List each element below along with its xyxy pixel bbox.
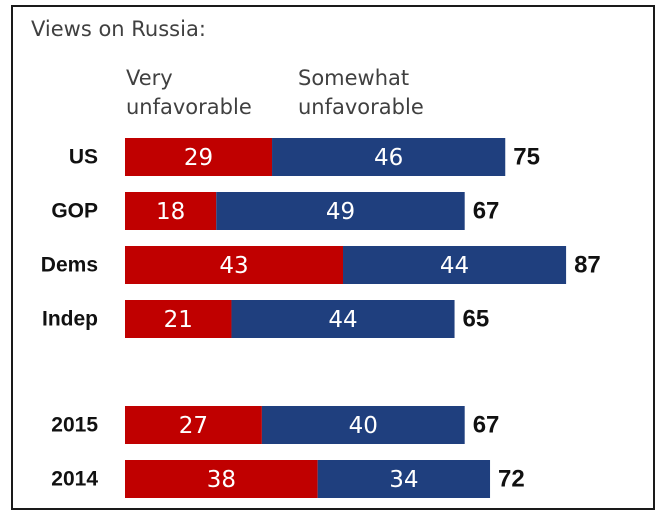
bar-us-very-unfavorable [125,138,273,176]
total-label-2015: 67 [473,412,500,439]
legend-very-unfavorable-line1: Very [126,66,173,90]
value-label-dems-somewhat-unfavorable: 44 [440,253,469,279]
value-label-2015-somewhat-unfavorable: 40 [349,413,378,439]
legend-very-unfavorable: Very unfavorable [126,64,252,122]
total-label-us: 75 [513,144,540,171]
value-label-2014-somewhat-unfavorable: 34 [389,467,418,493]
value-label-dems-very-unfavorable: 43 [219,253,248,279]
value-label-us-very-unfavorable: 29 [184,145,213,171]
value-label-2015-very-unfavorable: 27 [179,413,208,439]
value-label-indep-very-unfavorable: 21 [164,307,193,333]
value-label-gop-somewhat-unfavorable: 49 [326,199,355,225]
row-label-us: US [69,146,98,169]
total-label-indep: 65 [463,306,490,333]
row-label-2014: 2014 [51,468,98,491]
chart-title: Views on Russia: [31,17,206,41]
row-label-indep: Indep [42,308,98,331]
legend-very-unfavorable-line2: unfavorable [126,95,252,119]
bar-indep-very-unfavorable [125,300,232,338]
bar-2015-very-unfavorable [125,406,262,444]
total-label-2014: 72 [498,466,525,493]
bar-2015-somewhat-unfavorable [261,406,465,444]
bar-us-somewhat-unfavorable [272,138,506,176]
total-label-gop: 67 [473,198,500,225]
bar-gop-somewhat-unfavorable [216,192,465,230]
bar-2014-somewhat-unfavorable [317,460,491,498]
value-label-gop-very-unfavorable: 18 [156,199,185,225]
bar-dems-somewhat-unfavorable [343,246,567,284]
value-label-us-somewhat-unfavorable: 46 [374,145,403,171]
row-label-2015: 2015 [51,414,98,437]
total-label-dems: 87 [574,252,601,279]
bar-2014-very-unfavorable [125,460,318,498]
bar-indep-somewhat-unfavorable [231,300,455,338]
value-label-indep-somewhat-unfavorable: 44 [328,307,357,333]
bar-gop-very-unfavorable [125,192,217,230]
legend-somewhat-unfavorable: Somewhat unfavorable [298,64,424,122]
bar-dems-very-unfavorable [125,246,344,284]
legend-somewhat-unfavorable-line2: unfavorable [298,95,424,119]
row-label-gop: GOP [51,200,98,223]
legend-somewhat-unfavorable-line1: Somewhat [298,66,410,90]
value-label-2014-very-unfavorable: 38 [207,467,236,493]
row-label-dems: Dems [41,254,98,277]
